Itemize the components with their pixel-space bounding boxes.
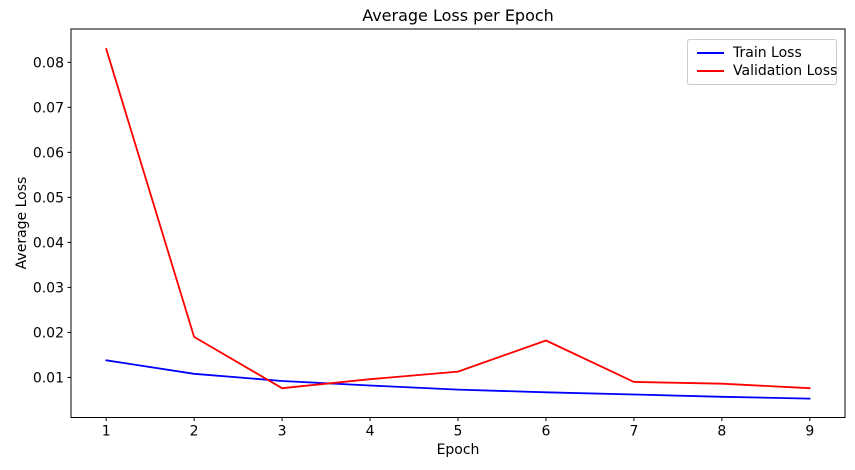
y-axis-label-text: Average Loss (14, 176, 30, 270)
x-tick-label: 6 (541, 424, 550, 440)
x-tick-label: 3 (278, 424, 287, 440)
x-tick-label: 7 (629, 424, 638, 440)
legend-item-validation-loss: Validation Loss (697, 62, 837, 80)
y-tick-label: 0.06 (33, 145, 64, 161)
legend-item-train-loss: Train Loss (697, 44, 828, 62)
x-tick-label: 1 (102, 424, 111, 440)
y-tick-label: 0.02 (33, 325, 64, 341)
axes-box (70, 28, 846, 418)
y-tick-label: 0.01 (33, 370, 64, 386)
validation-loss-line-swatch (697, 70, 724, 72)
validation-loss-line (105, 47, 811, 390)
x-tick-label: 5 (454, 424, 463, 440)
y-tick-label: 0.07 (33, 100, 64, 116)
legend-label-train-loss: Train Loss (733, 45, 802, 61)
y-tick-label: 0.03 (33, 280, 64, 296)
x-tick-label: 8 (717, 424, 726, 440)
train-loss-line (105, 359, 811, 400)
x-tick-label: 4 (366, 424, 375, 440)
x-axis-label: Epoch (436, 442, 480, 458)
legend: Train Loss Validation Loss (687, 39, 837, 85)
legend-label-validation-loss: Validation Loss (733, 63, 838, 79)
x-tick-label: 9 (805, 424, 814, 440)
train-loss-line-swatch (697, 52, 724, 54)
x-tick-label: 2 (190, 424, 199, 440)
y-tick-label: 0.08 (33, 55, 64, 71)
chart-title: Average Loss per Epoch (362, 6, 554, 25)
y-tick-label: 0.04 (33, 235, 64, 251)
y-tick-label: 0.05 (33, 190, 64, 206)
